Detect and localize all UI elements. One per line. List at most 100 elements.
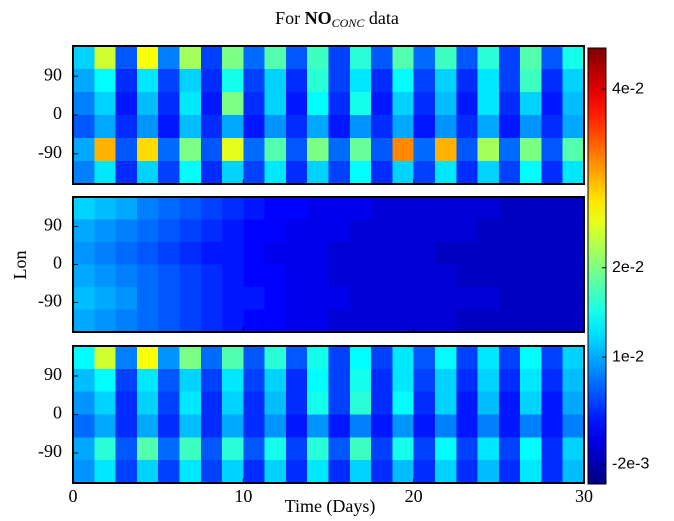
heatmap-cell [222, 391, 244, 416]
title-subscript: CONC [332, 16, 366, 30]
heatmap-cell [456, 264, 479, 288]
heatmap-cell [349, 460, 372, 484]
heatmap-cell [264, 368, 287, 393]
heatmap-cell [243, 138, 266, 162]
y-tick-label: 90 [44, 215, 62, 235]
heatmap-cell [520, 437, 543, 461]
heatmap-cell [200, 264, 223, 288]
heatmap-cell [349, 92, 372, 116]
heatmap-cell [264, 437, 287, 461]
heatmap-cell [285, 69, 308, 93]
heatmap-cell [328, 287, 351, 311]
heatmap-cell [307, 92, 330, 116]
heatmap-cell [371, 219, 393, 243]
heatmap-cell [541, 287, 564, 311]
heatmap-cell [136, 346, 159, 370]
heatmap-cell [477, 460, 500, 484]
x-tick-label: 30 [575, 486, 593, 506]
heatmap-cell [456, 346, 479, 370]
heatmap-cell [307, 161, 330, 185]
heatmap-cell [498, 138, 521, 162]
heatmap-cell [179, 115, 202, 139]
heatmap-cell [456, 414, 479, 438]
heatmap-cell [243, 46, 266, 70]
heatmap-cell [264, 242, 287, 266]
heatmap-cell [562, 92, 585, 116]
heatmap-cell [392, 309, 415, 333]
heatmap-cell [520, 161, 543, 185]
heatmap-cell [200, 414, 223, 438]
heatmap-cell [562, 69, 585, 93]
heatmap-cell [541, 92, 564, 116]
heatmap-cell [136, 264, 159, 288]
heatmap-cell [243, 161, 266, 185]
heatmap-cell [392, 242, 415, 266]
heatmap-cell [498, 69, 521, 93]
heatmap-cell [498, 309, 521, 333]
heatmap-cell [243, 92, 266, 116]
heatmap-cell [434, 46, 457, 70]
heatmap-cell [477, 115, 500, 139]
heatmap-cell [349, 197, 372, 221]
colorbar-tick-label: -2e-3 [612, 456, 649, 473]
heatmap-cell [264, 92, 287, 116]
heatmap-cell [328, 368, 351, 393]
heatmap-cell [115, 309, 138, 333]
heatmap-cell [73, 115, 95, 139]
heatmap-cell [94, 197, 117, 221]
y-tick-label: 0 [53, 403, 62, 423]
heatmap-cell [371, 346, 393, 370]
x-tick-label: 10 [234, 486, 252, 506]
heatmap-cell [243, 309, 266, 333]
heatmap-cell [73, 368, 95, 393]
heatmap-cell [349, 414, 372, 438]
heatmap-cell [371, 161, 393, 185]
heatmap-cell [477, 414, 500, 438]
heatmap-cell [520, 391, 543, 416]
heatmap-cell [136, 219, 159, 243]
heatmap-cell [520, 414, 543, 438]
heatmap-cell [328, 414, 351, 438]
heatmap-cell [264, 264, 287, 288]
heatmap-cell [434, 309, 457, 333]
heatmap-cell [413, 69, 436, 93]
heatmap-cell [222, 115, 244, 139]
heatmap-cell [94, 46, 117, 70]
heatmap-cell [264, 219, 287, 243]
heatmap-cell [413, 287, 436, 311]
heatmap-cell [264, 414, 287, 438]
heatmap-cell [158, 197, 181, 221]
heatmap-cell [73, 437, 95, 461]
heatmap-cell [115, 368, 138, 393]
heatmap-cell [392, 138, 415, 162]
heatmap-cell [477, 92, 500, 116]
heatmap-cell [520, 460, 543, 484]
heatmap-cell [456, 242, 479, 266]
heatmap-cell [285, 414, 308, 438]
heatmap-cell [136, 197, 159, 221]
heatmap-cell [413, 264, 436, 288]
heatmap-cell [562, 242, 585, 266]
heatmap-cell [413, 138, 436, 162]
heatmap-cell [328, 437, 351, 461]
heatmap-cell [498, 264, 521, 288]
heatmap-cell [158, 437, 181, 461]
heatmap-cell [349, 287, 372, 311]
heatmap-cell [264, 46, 287, 70]
heatmap-cell [94, 69, 117, 93]
heatmap-cell [158, 264, 181, 288]
heatmap-cell [243, 368, 266, 393]
heatmap-cell [73, 309, 95, 333]
heatmap-cell [158, 242, 181, 266]
heatmap-cell [562, 460, 585, 484]
heatmap-cell [200, 368, 223, 393]
heatmap-cell [434, 161, 457, 185]
heatmap-cell [200, 161, 223, 185]
heatmap-cell [94, 391, 117, 416]
heatmap-cell [413, 391, 436, 416]
heatmap-cell [73, 460, 95, 484]
heatmap-cell [200, 460, 223, 484]
heatmap-cell [115, 161, 138, 185]
heatmap-cell [307, 138, 330, 162]
